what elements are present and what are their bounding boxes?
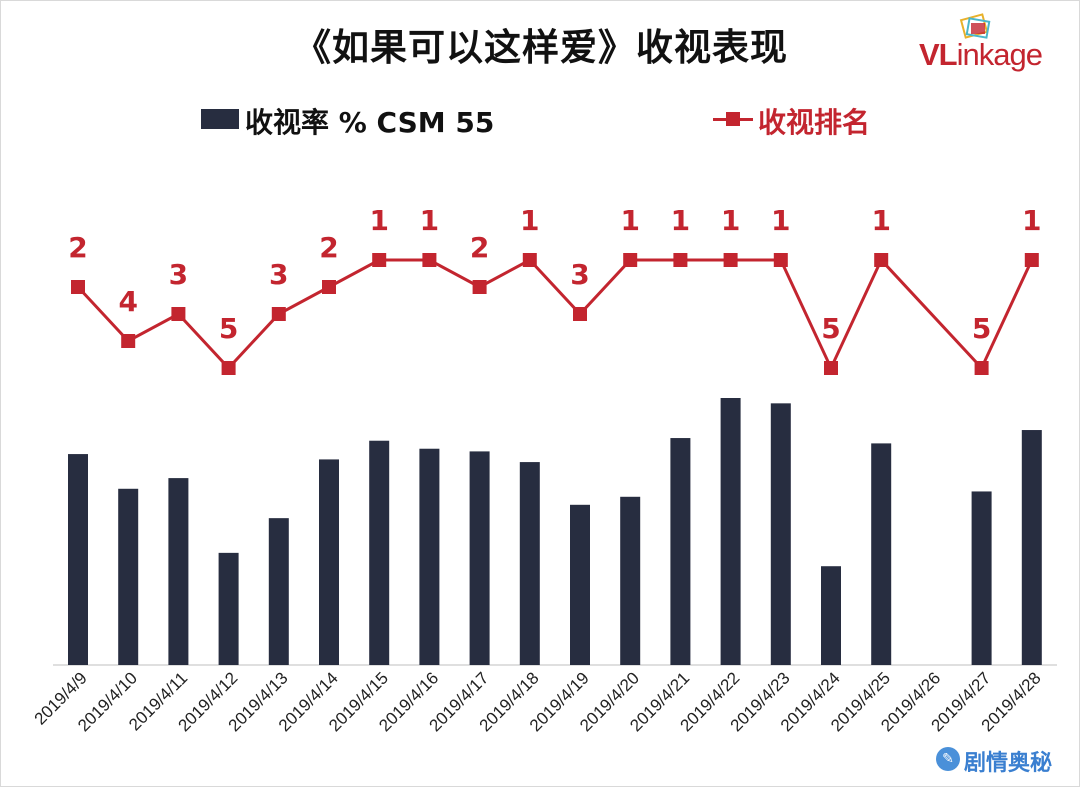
rank-label-2019/4/13: 3: [269, 258, 288, 291]
rank-marker-2019/4/24: [824, 361, 838, 375]
rank-label-2019/4/11: 3: [169, 258, 188, 291]
bar-2019/4/22: [720, 398, 741, 665]
rank-marker-2019/4/21: [673, 253, 688, 267]
bar-2019/4/23: [770, 403, 791, 665]
rank-label-2019/4/14: 2: [319, 231, 338, 264]
rank-marker-2019/4/25: [874, 253, 889, 267]
chart-legend: 收视率 % CSM 55 收视排名: [1, 101, 1080, 141]
logo-wordmark: VLinkage: [919, 37, 1043, 72]
rank-label-2019/4/9: 2: [68, 231, 87, 264]
bar-2019/4/14: [319, 459, 339, 665]
rank-label-2019/4/12: 5: [219, 312, 238, 345]
chart-title: 《如果可以这样爱》收视表现: [294, 26, 788, 69]
rank-label-2019/4/21: 1: [671, 204, 690, 237]
watermark: ✎ 剧情奥秘: [936, 743, 1066, 777]
bar-2019/4/12: [218, 552, 239, 665]
rank-marker-2019/4/10: [121, 334, 136, 348]
rank-label-2019/4/24: 5: [821, 312, 840, 345]
rank-marker-2019/4/27: [974, 361, 989, 375]
logo-emblem-icon: [959, 13, 991, 39]
rank-marker-2019/4/18: [522, 253, 537, 267]
watermark-text: 剧情奥秘: [964, 751, 1053, 776]
rank-label-2019/4/15: 1: [369, 204, 388, 237]
bar-2019/4/21: [670, 438, 691, 665]
rank-label-2019/4/19: 3: [570, 258, 589, 291]
rank-marker-2019/4/11: [171, 307, 186, 321]
rank-marker-2019/4/22: [723, 253, 738, 267]
tencent-news-icon: ✎: [936, 747, 960, 771]
rank-label-2019/4/28: 1: [1022, 204, 1041, 237]
bar-2019/4/11: [168, 478, 189, 665]
bar-2019/4/19: [570, 504, 590, 665]
legend-bar-swatch: [201, 109, 239, 129]
legend-line-label: 收视排名: [758, 106, 871, 139]
vlinkage-logo: VLinkage: [919, 13, 1075, 75]
bar-2019/4/25: [871, 443, 892, 665]
bar-2019/4/24: [821, 566, 841, 665]
rank-label-2019/4/18: 1: [520, 204, 539, 237]
bar-2019/4/27: [971, 491, 992, 665]
rank-label-2019/4/25: 1: [871, 204, 890, 237]
rank-marker-2019/4/15: [372, 253, 387, 267]
rank-label-2019/4/20: 1: [620, 204, 639, 237]
bar-2019/4/15: [369, 440, 390, 665]
rank-marker-2019/4/28: [1024, 253, 1039, 267]
rank-label-2019/4/16: 1: [420, 204, 439, 237]
rank-label-2019/4/22: 1: [721, 204, 740, 237]
rank-marker-2019/4/16: [422, 253, 437, 267]
rank-label-2019/4/23: 1: [771, 204, 790, 237]
rank-label-2019/4/10: 4: [118, 285, 137, 318]
rank-marker-2019/4/19: [573, 307, 587, 321]
bar-2019/4/18: [519, 462, 540, 665]
rank-label-2019/4/17: 2: [470, 231, 489, 264]
bar-2019/4/17: [469, 451, 490, 665]
rank-marker-2019/4/12: [221, 361, 236, 375]
bar-2019/4/28: [1021, 430, 1042, 665]
rank-marker-2019/4/13: [271, 307, 286, 321]
rank-marker-2019/4/23: [773, 253, 788, 267]
rank-marker-2019/4/17: [472, 280, 487, 294]
legend-bar-label: 收视率 % CSM 55: [245, 106, 495, 139]
legend-marker-swatch: [726, 112, 740, 126]
bar-2019/4/20: [620, 496, 641, 665]
bar-2019/4/16: [419, 448, 440, 665]
rank-marker-2019/4/20: [623, 253, 638, 267]
bar-2019/4/13: [268, 518, 289, 665]
rank-label-2019/4/27: 5: [972, 312, 991, 345]
bar-2019/4/10: [118, 488, 139, 665]
bar-2019/4/9: [68, 454, 88, 665]
rank-marker-2019/4/14: [322, 280, 336, 294]
rank-marker-2019/4/9: [71, 280, 85, 294]
